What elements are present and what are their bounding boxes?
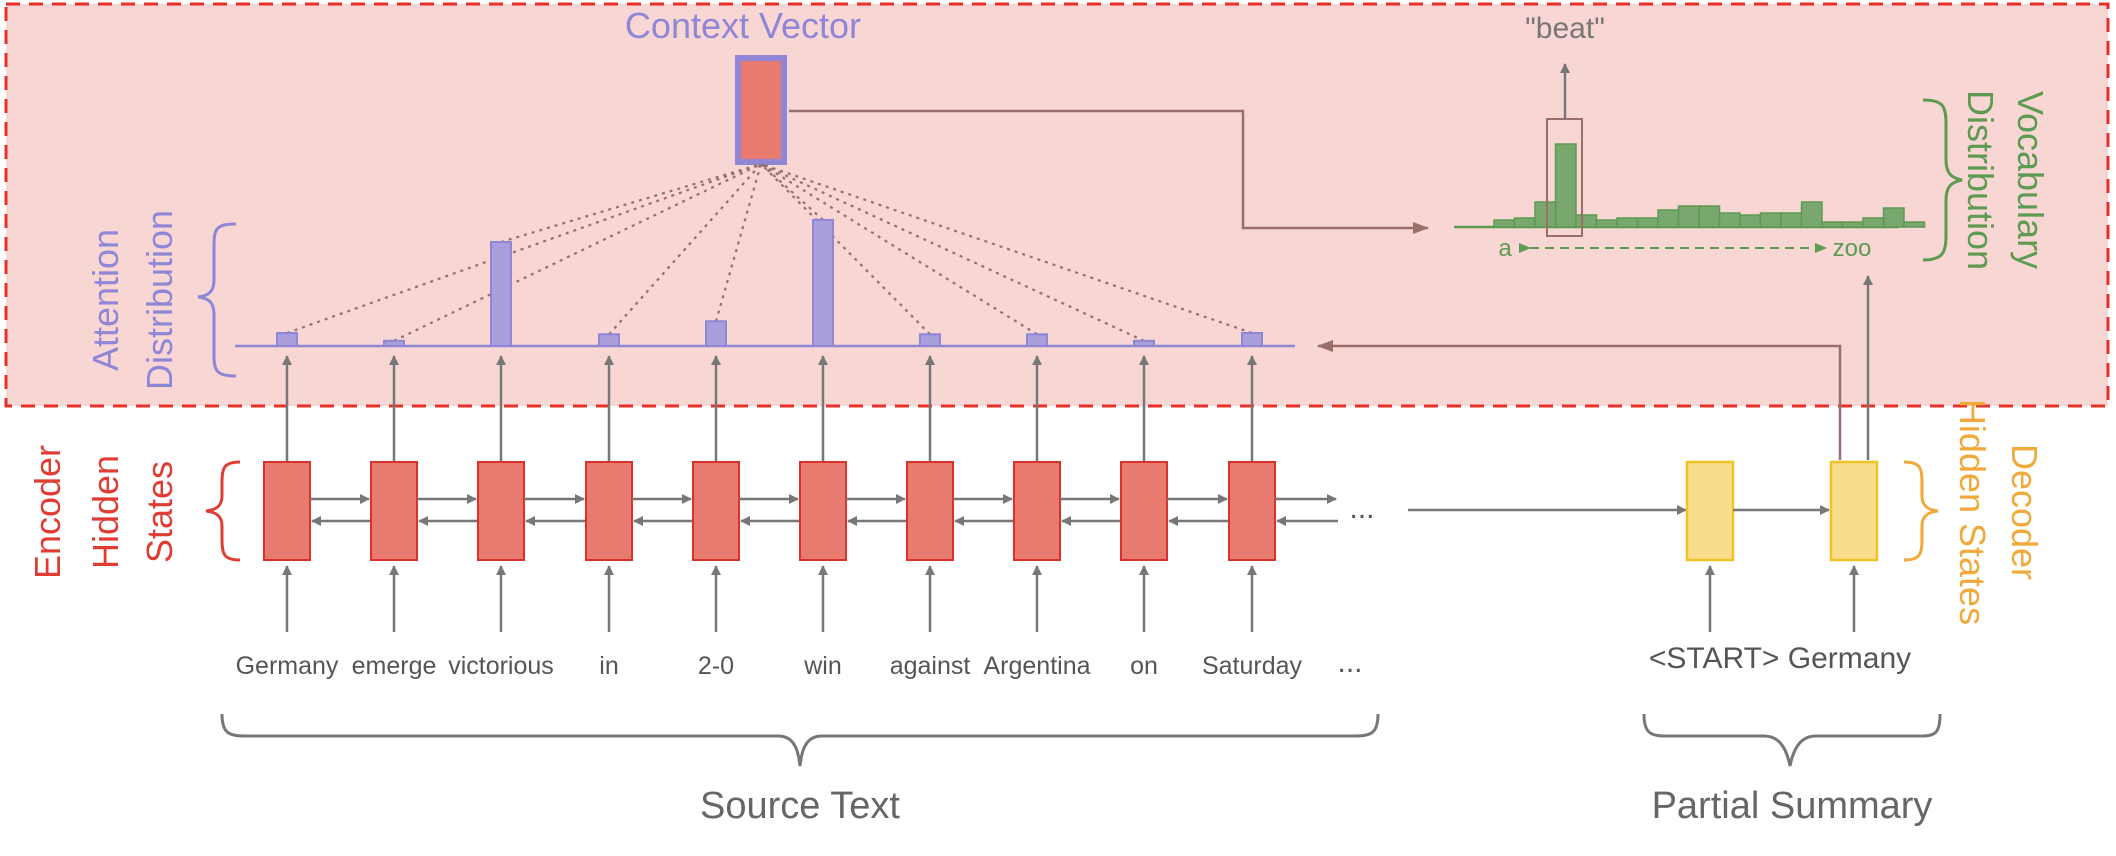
source-word: on bbox=[1130, 652, 1158, 680]
attention-bar bbox=[1133, 339, 1155, 347]
vocab-bar bbox=[1575, 214, 1598, 228]
vocab-brace bbox=[1922, 98, 1963, 262]
source-word: in bbox=[599, 652, 618, 680]
vocab-bar bbox=[1718, 212, 1741, 228]
vocab-bars bbox=[1493, 143, 1926, 228]
vocab-bar bbox=[1677, 205, 1700, 228]
vocab-bar bbox=[1882, 207, 1905, 228]
vocab-label-1: Vocabulary bbox=[2010, 91, 2051, 269]
encoder-box bbox=[1228, 461, 1276, 561]
attention-label-1: Attention bbox=[85, 229, 126, 371]
decoder-hidden-states bbox=[1685, 460, 1879, 632]
vocab-bar bbox=[1595, 219, 1618, 228]
attention-bar bbox=[383, 339, 405, 347]
attention-line bbox=[760, 162, 1253, 335]
vocab-bar bbox=[1800, 201, 1823, 228]
encoder-brace bbox=[205, 460, 241, 562]
decoder-box bbox=[1829, 460, 1879, 562]
context-vector-title: Context Vector bbox=[625, 5, 861, 46]
encoder-box bbox=[263, 461, 311, 561]
attention-brace bbox=[197, 222, 237, 378]
source-text-brace bbox=[220, 713, 1380, 767]
source-word: 2-0 bbox=[698, 652, 734, 680]
source-words: Germany emerge victorious in 2-0 win against Ar… bbox=[236, 565, 1303, 680]
source-word: win bbox=[803, 652, 842, 680]
attention-label-2: Distribution bbox=[139, 210, 180, 390]
attention-lines bbox=[286, 162, 1253, 342]
vocab-bar bbox=[1862, 217, 1885, 228]
partial-summary-brace bbox=[1642, 713, 1942, 767]
decoder-label-1: Decoder bbox=[2004, 444, 2045, 580]
attention-line bbox=[760, 163, 1145, 342]
vocab-bar bbox=[1636, 217, 1659, 228]
output-word: "beat" bbox=[1525, 12, 1605, 45]
source-text-label: Source Text bbox=[700, 785, 900, 827]
encoder-box bbox=[906, 461, 954, 561]
vocab-end-label: zoo bbox=[1833, 235, 1872, 262]
vocab-bar bbox=[1821, 221, 1844, 228]
source-word: Argentina bbox=[983, 652, 1090, 680]
encoder-hidden-states bbox=[263, 355, 1338, 561]
source-word: emerge bbox=[352, 652, 437, 680]
vocab-bar bbox=[1903, 221, 1926, 228]
encoder-label-2: Hidden bbox=[85, 455, 126, 569]
encoder-box bbox=[692, 461, 740, 561]
source-word: Saturday bbox=[1202, 652, 1303, 680]
encoder-ellipsis: ... bbox=[1349, 492, 1374, 525]
decoder-box bbox=[1685, 460, 1735, 562]
vocab-bar bbox=[1739, 214, 1762, 228]
encoder-box bbox=[585, 461, 633, 561]
attention-bar bbox=[490, 241, 512, 347]
summary-text: <START> Germany bbox=[1649, 642, 1911, 675]
attention-bar bbox=[1026, 333, 1048, 347]
attention-line bbox=[760, 163, 824, 221]
encoder-box bbox=[1120, 461, 1168, 561]
vocab-bar bbox=[1698, 205, 1721, 228]
source-word: against bbox=[890, 652, 971, 680]
vocab-bar bbox=[1657, 209, 1680, 228]
attention-line bbox=[760, 163, 1038, 336]
decoder-label-2: Hidden States bbox=[1952, 399, 1993, 625]
vocab-bar bbox=[1780, 212, 1803, 228]
encoder-box bbox=[370, 461, 418, 561]
attention-line bbox=[500, 162, 762, 244]
vocab-bar bbox=[1493, 219, 1516, 228]
vocab-bar bbox=[1841, 221, 1864, 228]
context-to-vocab-arrow bbox=[789, 109, 1429, 234]
vocab-bar bbox=[1513, 217, 1536, 228]
source-word: victorious bbox=[448, 652, 554, 680]
attention-bar bbox=[276, 332, 298, 347]
attention-bar bbox=[705, 320, 727, 347]
partial-summary-label: Partial Summary bbox=[1652, 785, 1933, 827]
decoder-brace bbox=[1903, 460, 1939, 562]
vocab-start-label: a bbox=[1498, 235, 1512, 262]
vocab-bar bbox=[1534, 201, 1557, 228]
attention-bar bbox=[812, 218, 834, 347]
attention-line bbox=[608, 163, 762, 336]
source-ellipsis: ... bbox=[1337, 646, 1362, 679]
encoder-label-3: States bbox=[139, 461, 180, 563]
context-vector-box bbox=[735, 55, 787, 165]
attention-line bbox=[714, 163, 763, 322]
vocab-bar bbox=[1759, 212, 1782, 228]
encoder-box bbox=[1013, 461, 1061, 561]
decoder-to-attention-arrow bbox=[1317, 340, 1842, 460]
vocab-bar bbox=[1554, 143, 1577, 228]
attention-bars bbox=[276, 218, 1263, 347]
encoder-box bbox=[477, 461, 525, 561]
attention-panel bbox=[4, 2, 2110, 408]
vocab-bar bbox=[1616, 217, 1639, 228]
attention-bar bbox=[919, 333, 941, 347]
source-word: Germany bbox=[236, 652, 339, 680]
encoder-box bbox=[799, 461, 847, 561]
vocab-label-2: Distribution bbox=[1960, 90, 2001, 270]
attention-bar bbox=[598, 333, 620, 347]
attention-bar bbox=[1241, 332, 1263, 347]
encoder-label-1: Encoder bbox=[27, 445, 68, 579]
